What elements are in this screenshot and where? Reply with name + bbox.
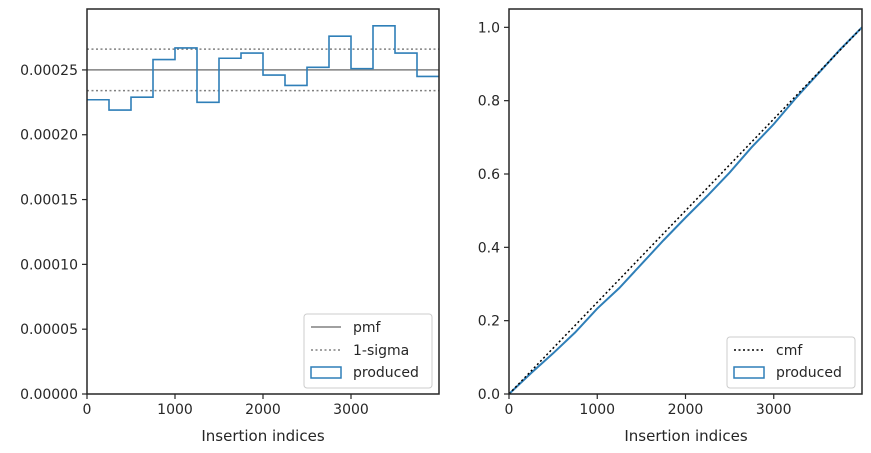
legend-produced-label-right: produced	[776, 365, 842, 381]
right-legend: cmf produced	[726, 336, 856, 389]
right-y-tick-label-1: 0.2	[478, 314, 500, 330]
legend-sigma-label: 1-sigma	[353, 343, 409, 359]
left-y-tick-label-1: 0.00005	[20, 322, 78, 338]
right-x-tick-label-0: 0	[505, 402, 514, 418]
right-y-tick-label-2: 0.4	[478, 240, 500, 256]
left-plot-marks	[87, 25, 439, 111]
left-y-tick-label-2: 0.00010	[20, 257, 78, 273]
legend-cmf-label: cmf	[776, 343, 803, 359]
left-y-tick-label-3: 0.00015	[20, 193, 78, 209]
left-x-tick-label-0: 0	[83, 402, 92, 418]
right-x-tick-label-3: 3000	[756, 402, 792, 418]
left-panel: 0 1000 2000 3000 0.00000 0.00005 0.00010 0.0001…	[20, 8, 440, 445]
right-y-tick-label-3: 0.6	[478, 167, 500, 183]
left-x-tick-label-3: 3000	[333, 402, 369, 418]
left-x-axis-label: Insertion indices	[201, 427, 324, 445]
left-y-tick-label-5: 0.00025	[20, 63, 78, 79]
legend-produced-label: produced	[353, 365, 419, 381]
left-legend: pmf 1-sigma produced	[303, 313, 433, 389]
left-y-tick-label-4: 0.00020	[20, 128, 78, 144]
legend-produced-swatch	[310, 366, 342, 379]
legend-pmf-label: pmf	[353, 320, 382, 336]
left-y-tick-label-0: 0.00000	[20, 387, 78, 403]
cmf-line	[508, 26, 863, 395]
right-plot-marks	[508, 26, 863, 395]
right-x-axis-label: Insertion indices	[624, 427, 747, 445]
right-y-tick-label-0: 0.0	[478, 387, 500, 403]
legend-produced-swatch-right	[733, 366, 765, 379]
left-x-tick-label-1: 1000	[157, 402, 193, 418]
produced-cumulative-line	[508, 26, 863, 395]
right-x-tick-label-1: 1000	[579, 402, 615, 418]
right-legend-box	[726, 336, 856, 389]
left-ticks: 0 1000 2000 3000 0.00000 0.00005 0.00010 0.0001…	[20, 63, 369, 418]
produced-histogram-step	[87, 25, 439, 111]
right-panel: 0 1000 2000 3000 0.0 0.2 0.4 0.6 0.8 1.0 Insertio…	[478, 8, 863, 445]
right-y-tick-label-4: 0.8	[478, 94, 500, 110]
right-y-tick-label-5: 1.0	[478, 20, 500, 36]
right-ticks: 0 1000 2000 3000 0.0 0.2 0.4 0.6 0.8 1.0	[478, 20, 792, 418]
left-x-tick-label-2: 2000	[245, 402, 281, 418]
left-legend-box	[303, 313, 433, 389]
right-x-tick-label-2: 2000	[668, 402, 704, 418]
